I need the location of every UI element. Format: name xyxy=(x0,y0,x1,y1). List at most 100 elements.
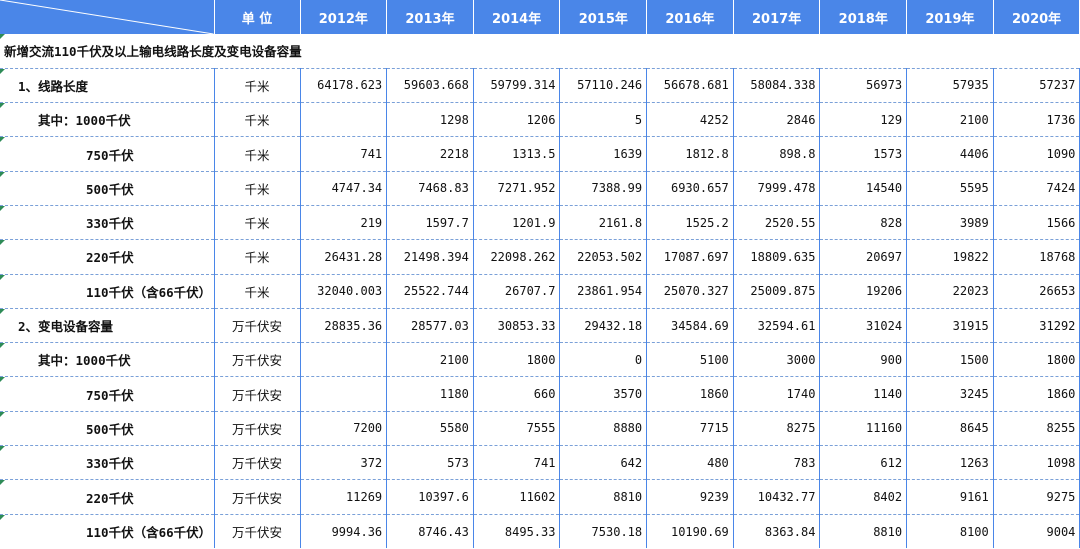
value-cell: 2218 xyxy=(386,136,474,172)
value-cell: 1812.8 xyxy=(646,136,734,172)
value-cell: 2846 xyxy=(733,102,821,138)
row-label: 1、线路长度 xyxy=(0,68,215,104)
value-cell: 5580 xyxy=(386,411,474,447)
table-row: 2、变电设备容量 万千伏安 28835.36 28577.03 30853.33 2943… xyxy=(0,308,1080,344)
value-cell: 57935 xyxy=(906,68,994,104)
value-cell: 19822 xyxy=(906,239,994,275)
value-cell: 21498.394 xyxy=(386,239,474,275)
value-cell: 1597.7 xyxy=(386,205,474,241)
value-cell: 7200 xyxy=(300,411,388,447)
value-cell: 1313.5 xyxy=(473,136,561,172)
value-cell: 11160 xyxy=(819,411,908,447)
value-cell: 58084.338 xyxy=(733,68,821,104)
unit-header: 单 位 xyxy=(214,0,301,34)
value-cell: 8746.43 xyxy=(386,514,474,549)
value-cell: 22098.262 xyxy=(473,239,561,275)
value-cell: 56973 xyxy=(819,68,908,104)
unit-cell: 千米 xyxy=(214,68,301,104)
value-cell: 1298 xyxy=(386,102,474,138)
value-cell: 59799.314 xyxy=(473,68,561,104)
year-header: 2017年 xyxy=(733,0,821,34)
value-cell: 23861.954 xyxy=(559,274,648,309)
value-cell: 1800 xyxy=(993,342,1080,378)
value-cell: 1140 xyxy=(819,376,908,412)
value-cell: 3245 xyxy=(906,376,994,412)
diagonal-line-icon xyxy=(0,0,214,34)
value-cell xyxy=(300,342,388,378)
value-cell: 1263 xyxy=(906,445,994,481)
table-row: 500千伏 千米 4747.34 7468.83 7271.952 7388.99 6930… xyxy=(0,171,1080,206)
value-cell: 1098 xyxy=(993,445,1080,481)
value-cell: 32594.61 xyxy=(733,308,821,344)
value-cell: 3989 xyxy=(906,205,994,241)
table-row: 330千伏 万千伏安 372 573 741 642 480 783 612 1263 1098 xyxy=(0,445,1080,481)
row-label: 其中：1000千伏 xyxy=(0,342,215,378)
value-cell: 612 xyxy=(819,445,908,481)
value-cell: 7468.83 xyxy=(386,171,474,206)
year-header: 2019年 xyxy=(906,0,994,34)
value-cell: 741 xyxy=(300,136,388,172)
unit-cell: 千米 xyxy=(214,171,301,206)
value-cell: 219 xyxy=(300,205,388,241)
value-cell: 9994.36 xyxy=(300,514,388,549)
year-header: 2020年 xyxy=(993,0,1080,34)
value-cell: 25522.744 xyxy=(386,274,474,309)
value-cell: 22053.502 xyxy=(559,239,648,275)
row-label: 110千伏（含66千伏） xyxy=(0,514,215,549)
value-cell: 900 xyxy=(819,342,908,378)
value-cell: 1860 xyxy=(646,376,734,412)
year-header: 2015年 xyxy=(559,0,648,34)
value-cell: 8495.33 xyxy=(473,514,561,549)
value-cell: 0 xyxy=(559,342,648,378)
row-label: 330千伏 xyxy=(0,445,215,481)
table-row: 其中：1000千伏 千米 1298 1206 5 4252 2846 129 2100 1736 xyxy=(0,102,1080,138)
section-title-row: 新增交流110千伏及以上输电线路长度及变电设备容量 xyxy=(0,34,1080,69)
table-row: 750千伏 千米 741 2218 1313.5 1639 1812.8 898.8 1573 4… xyxy=(0,136,1080,172)
value-cell: 29432.18 xyxy=(559,308,648,344)
section-title: 新增交流110千伏及以上输电线路长度及变电设备容量 xyxy=(0,34,1080,69)
table-row: 110千伏（含66千伏） 千米 32040.003 25522.744 26707.7 2… xyxy=(0,274,1080,309)
unit-cell: 万千伏安 xyxy=(214,376,301,412)
row-label: 2、变电设备容量 xyxy=(0,308,215,344)
row-label: 750千伏 xyxy=(0,136,215,172)
row-label: 220千伏 xyxy=(0,479,215,515)
value-cell: 1090 xyxy=(993,136,1080,172)
row-label: 330千伏 xyxy=(0,205,215,241)
value-cell: 11269 xyxy=(300,479,388,515)
table-row: 其中：1000千伏 万千伏安 2100 1800 0 5100 3000 900 1500 180… xyxy=(0,342,1080,378)
value-cell: 18809.635 xyxy=(733,239,821,275)
value-cell: 20697 xyxy=(819,239,908,275)
value-cell: 1573 xyxy=(819,136,908,172)
value-cell: 9004 xyxy=(993,514,1080,549)
value-cell: 19206 xyxy=(819,274,908,309)
row-label: 750千伏 xyxy=(0,376,215,412)
value-cell: 1525.2 xyxy=(646,205,734,241)
value-cell: 7555 xyxy=(473,411,561,447)
value-cell: 7388.99 xyxy=(559,171,648,206)
value-cell: 28577.03 xyxy=(386,308,474,344)
value-cell: 25070.327 xyxy=(646,274,734,309)
unit-cell: 千米 xyxy=(214,274,301,309)
value-cell xyxy=(300,376,388,412)
value-cell: 8100 xyxy=(906,514,994,549)
year-header: 2016年 xyxy=(646,0,734,34)
value-cell: 1860 xyxy=(993,376,1080,412)
row-label: 220千伏 xyxy=(0,239,215,275)
value-cell: 2520.55 xyxy=(733,205,821,241)
value-cell xyxy=(300,102,388,138)
table-row: 220千伏 千米 26431.28 21498.394 22098.262 22053.5… xyxy=(0,239,1080,275)
value-cell: 1736 xyxy=(993,102,1080,138)
value-cell: 480 xyxy=(646,445,734,481)
year-header: 2012年 xyxy=(300,0,388,34)
value-cell: 8645 xyxy=(906,411,994,447)
value-cell: 8810 xyxy=(559,479,648,515)
unit-cell: 万千伏安 xyxy=(214,514,301,549)
value-cell: 642 xyxy=(559,445,648,481)
value-cell: 7999.478 xyxy=(733,171,821,206)
value-cell: 8402 xyxy=(819,479,908,515)
row-label: 500千伏 xyxy=(0,411,215,447)
value-cell: 26653 xyxy=(993,274,1080,309)
unit-cell: 千米 xyxy=(214,205,301,241)
value-cell: 30853.33 xyxy=(473,308,561,344)
